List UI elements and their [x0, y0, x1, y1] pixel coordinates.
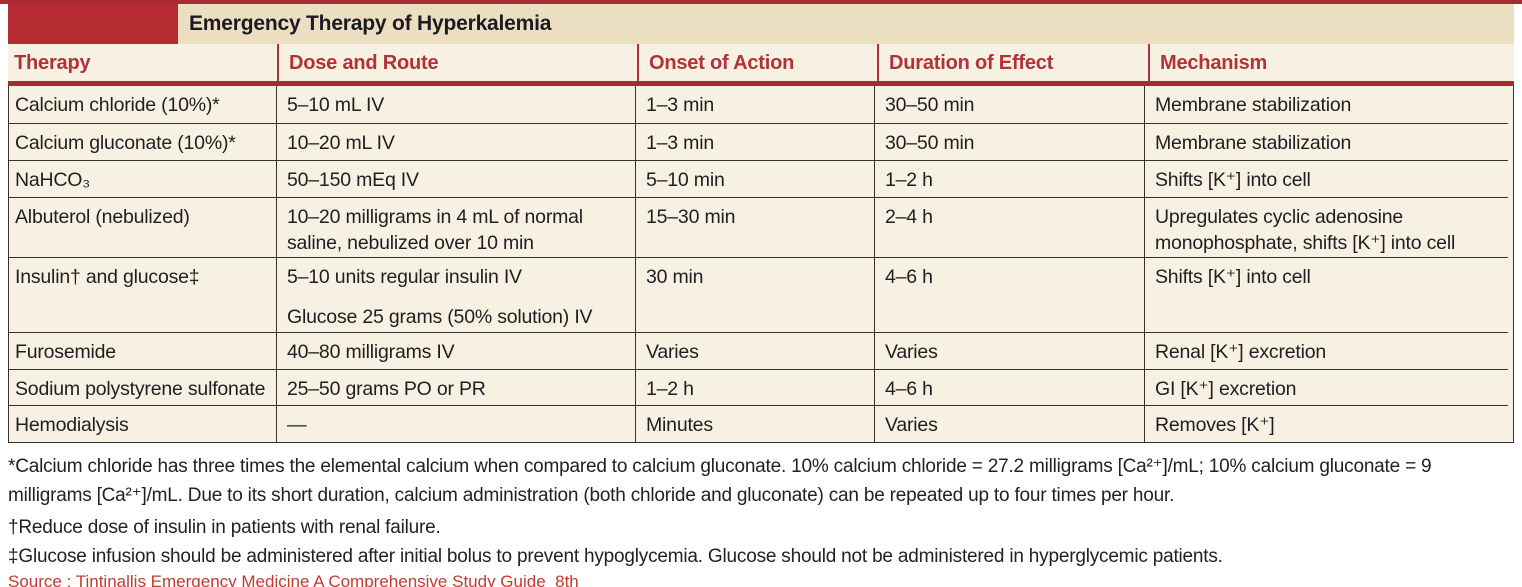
top-red-strip: [0, 0, 1522, 4]
cell-duration: 30–50 min: [874, 86, 1144, 123]
cell-onset: 1–3 min: [635, 86, 874, 123]
cell-dose: 50–150 mEq IV: [276, 160, 635, 197]
cell-mechanism: Renal [K⁺] excretion: [1144, 332, 1508, 369]
cell-therapy: Hemodialysis: [9, 405, 276, 442]
footnote-double-dagger: ‡Glucose infusion should be administered…: [8, 546, 1223, 567]
cell-mechanism: GI [K⁺] excretion: [1144, 369, 1508, 405]
cell-therapy: Albuterol (nebulized): [9, 197, 276, 257]
cell-duration: Varies: [874, 332, 1144, 369]
cell-dose: 10–20 milligrams in 4 mL of normal salin…: [276, 197, 635, 257]
cell-therapy: NaHCO₃: [9, 160, 276, 197]
source-citation: Source : Tintinallis Emergency Medicine …: [8, 572, 579, 587]
cell-duration: 4–6 h: [874, 257, 1144, 332]
cell-duration: 2–4 h: [874, 197, 1144, 257]
cell-duration: 1–2 h: [874, 160, 1144, 197]
cell-mechanism: Membrane stabilization: [1144, 86, 1508, 123]
footnote-asterisk: *Calcium chloride has three times the el…: [8, 456, 1432, 506]
cell-dose: 25–50 grams PO or PR: [276, 369, 635, 405]
cell-dose: 40–80 milligrams IV: [276, 332, 635, 369]
footnotes: *Calcium chloride has three times the el…: [8, 452, 1514, 570]
column-header-duration-of-effect: Duration of Effect: [877, 44, 1148, 81]
cell-mechanism: Shifts [K⁺] into cell: [1144, 257, 1508, 332]
header-divider-rule: [8, 81, 1514, 86]
cell-onset: 1–2 h: [635, 369, 874, 405]
dose-line-1: 5–10 units regular insulin IV: [287, 266, 522, 288]
cell-dose: 10–20 mL IV: [276, 123, 635, 160]
title-band: Emergency Therapy of Hyperkalemia: [178, 4, 1514, 44]
cell-onset: 5–10 min: [635, 160, 874, 197]
table-title-bar: Emergency Therapy of Hyperkalemia: [8, 4, 1514, 44]
cell-therapy: Calcium gluconate (10%)*: [9, 123, 276, 160]
cell-duration: Varies: [874, 405, 1144, 442]
cell-onset: 1–3 min: [635, 123, 874, 160]
cell-onset: Varies: [635, 332, 874, 369]
cell-therapy: Furosemide: [9, 332, 276, 369]
cell-therapy: Calcium chloride (10%)*: [15, 94, 220, 116]
cell-therapy: Insulin† and glucose‡: [9, 257, 276, 332]
cell-mechanism: Removes [K⁺]: [1144, 405, 1508, 442]
cell-dose: —: [276, 405, 635, 442]
column-header-therapy: Therapy: [14, 52, 91, 74]
cell-mechanism: Upregulates cyclic adenosine monophospha…: [1144, 197, 1508, 257]
cell-duration: 4–6 h: [874, 369, 1144, 405]
footnote-dagger: †Reduce dose of insulin in patients with…: [8, 517, 441, 538]
cell-dose: 5–10 units regular insulin IV Glucose 25…: [276, 257, 635, 332]
table-header-row: Therapy Dose and Route Onset of Action D…: [8, 44, 1514, 81]
cell-onset: Minutes: [635, 405, 874, 442]
column-header-dose-and-route: Dose and Route: [277, 44, 637, 81]
table-title: Emergency Therapy of Hyperkalemia: [189, 12, 552, 35]
column-header-onset-of-action: Onset of Action: [637, 44, 877, 81]
table-body: Calcium chloride (10%)* 5–10 mL IV 1–3 m…: [8, 86, 1514, 443]
dose-line-2: Glucose 25 grams (50% solution) IV: [287, 306, 593, 328]
cell-dose: 5–10 mL IV: [276, 86, 635, 123]
column-header-mechanism: Mechanism: [1148, 44, 1514, 81]
cell-onset: 30 min: [635, 257, 874, 332]
cell-onset: 15–30 min: [635, 197, 874, 257]
title-red-block: [8, 4, 178, 44]
cell-therapy: Sodium polystyrene sulfonate: [9, 369, 276, 405]
cell-duration: 30–50 min: [874, 123, 1144, 160]
cell-mechanism: Membrane stabilization: [1144, 123, 1508, 160]
cell-mechanism: Shifts [K⁺] into cell: [1144, 160, 1508, 197]
